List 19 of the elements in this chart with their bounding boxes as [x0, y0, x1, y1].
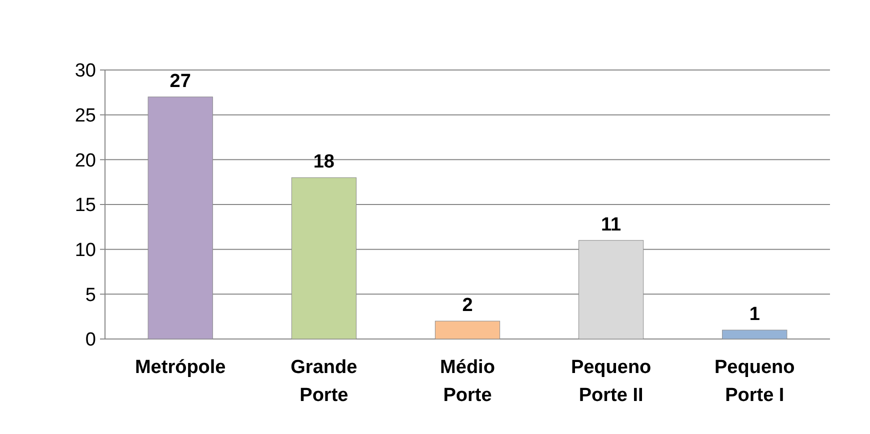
x-tick-label: Pequeno Porte I — [714, 357, 795, 406]
y-tick-label: 5 — [85, 284, 96, 306]
data-label: 2 — [462, 295, 473, 316]
x-tick-label: Médio Porte — [440, 357, 495, 406]
data-label: 18 — [313, 152, 335, 173]
y-tick-label: 20 — [74, 150, 96, 172]
data-label: 27 — [170, 70, 191, 92]
y-tick-label: 10 — [74, 240, 96, 261]
data-label: 11 — [601, 214, 622, 236]
data-label: 1 — [749, 304, 760, 326]
bar — [434, 320, 500, 340]
bar — [722, 330, 788, 340]
x-tick-label: Grande Porte — [290, 357, 358, 406]
y-tick-label: 0 — [85, 330, 96, 351]
y-tick-label: 30 — [74, 60, 96, 82]
x-tick-label: Pequeno Porte II — [570, 357, 652, 406]
y-tick-label: 25 — [74, 105, 96, 126]
x-tick-label: Metrópole — [134, 357, 226, 378]
y-tick-label: 15 — [74, 195, 96, 216]
